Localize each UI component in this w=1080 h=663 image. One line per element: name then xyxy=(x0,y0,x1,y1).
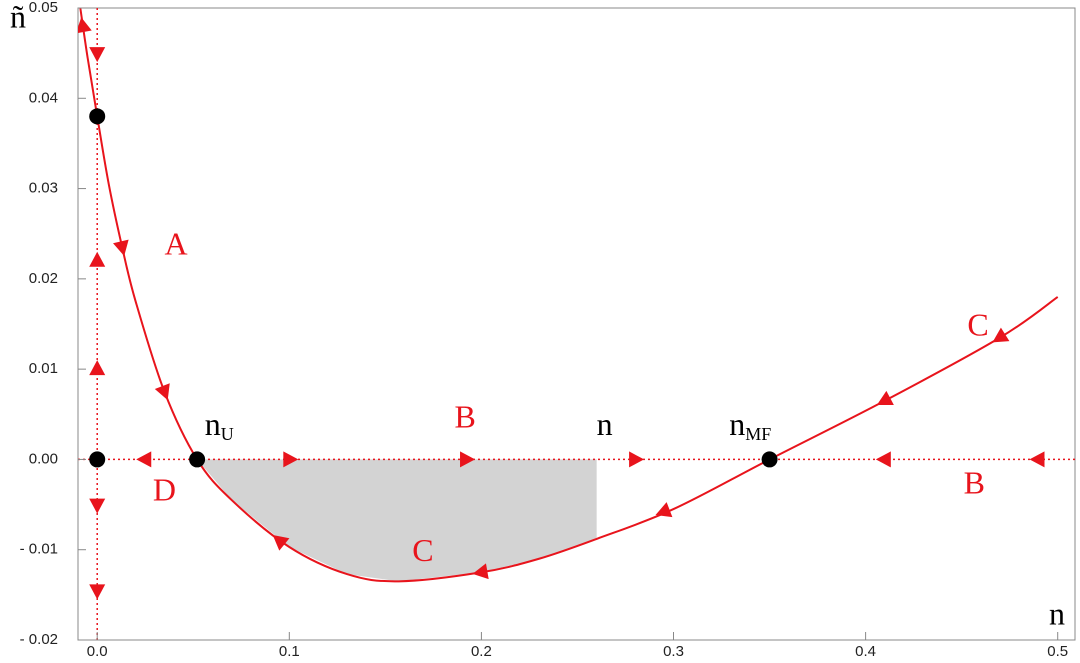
fixed-point xyxy=(761,451,778,468)
annotation: B xyxy=(455,399,476,435)
x-tick-label: 0.2 xyxy=(471,643,492,660)
flow-arrow xyxy=(89,498,106,514)
annotation-subscript: U xyxy=(221,424,234,444)
y-axis-label: ñ xyxy=(10,0,26,34)
flow-arrow xyxy=(655,502,673,518)
annotation: nU xyxy=(205,406,234,444)
annotation: B xyxy=(964,465,985,501)
annotation-text: C xyxy=(967,307,988,343)
annotation: nMF xyxy=(729,406,771,444)
plot-area xyxy=(78,8,1075,640)
annotation: n xyxy=(597,406,613,442)
y-tick-label: 0.03 xyxy=(29,180,58,197)
flow-arrow xyxy=(1029,451,1045,468)
flow-arrow xyxy=(89,47,106,63)
flow-arrow xyxy=(629,451,645,468)
annotation: C xyxy=(412,533,433,569)
flow-arrow xyxy=(876,390,894,406)
shaded-region xyxy=(197,459,597,582)
trajectory-curve xyxy=(79,8,1059,583)
flow-arrow xyxy=(136,451,152,468)
annotation-subscript: MF xyxy=(745,424,771,444)
annotation: D xyxy=(153,472,176,508)
x-tick-label: 0.4 xyxy=(855,643,876,660)
annotation-text: n xyxy=(205,406,221,442)
y-tick-label: 0.05 xyxy=(29,0,58,16)
flow-arrow xyxy=(89,584,106,600)
flow-arrow xyxy=(113,239,129,257)
x-tick-label: 0.5 xyxy=(1047,643,1068,660)
flow-arrow xyxy=(89,360,106,376)
y-tick-label: 0.02 xyxy=(29,270,58,287)
y-tick-label: - 0.01 xyxy=(20,541,58,558)
plot-frame xyxy=(77,7,1076,641)
annotation-text: D xyxy=(153,472,176,508)
flow-arrow xyxy=(992,327,1010,343)
annotation-text: n xyxy=(597,406,613,442)
annotation-text: C xyxy=(412,533,433,569)
annotation: C xyxy=(967,307,988,343)
y-tick-label: 0.01 xyxy=(29,360,58,377)
annotation: A xyxy=(164,226,187,262)
y-tick-label: - 0.02 xyxy=(20,631,58,648)
x-tick-label: 0.0 xyxy=(87,643,108,660)
x-axis-label: n xyxy=(1049,595,1065,631)
flow-arrow xyxy=(78,17,92,34)
annotation-text: B xyxy=(455,399,476,435)
annotation-text: n xyxy=(729,406,745,442)
flow-arrow xyxy=(875,451,891,468)
flow-arrow xyxy=(272,535,290,551)
annotation-text: A xyxy=(164,226,187,262)
flow-arrow xyxy=(154,383,170,401)
fixed-point xyxy=(89,108,106,125)
y-tick-label: 0.00 xyxy=(29,450,58,467)
annotation-text: B xyxy=(964,465,985,501)
flow-arrow xyxy=(89,251,106,267)
fixed-point xyxy=(189,451,206,468)
y-tick-label: 0.04 xyxy=(29,89,58,106)
x-tick-label: 0.1 xyxy=(279,643,300,660)
fixed-point xyxy=(89,451,106,468)
flow-arrow xyxy=(283,451,299,468)
flow-arrow xyxy=(460,451,476,468)
x-tick-label: 0.3 xyxy=(663,643,684,660)
flow-arrow xyxy=(472,563,489,580)
